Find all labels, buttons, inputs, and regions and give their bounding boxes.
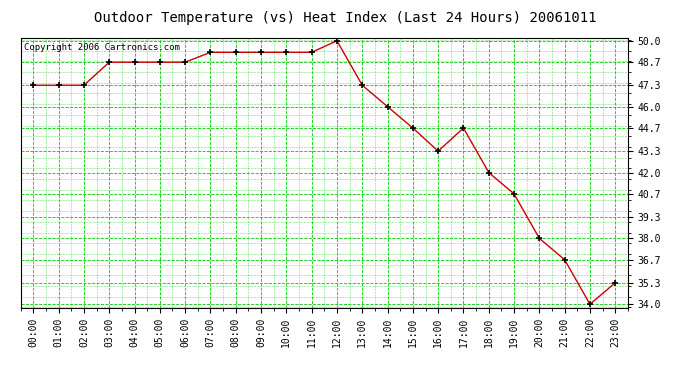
Text: Copyright 2006 Cartronics.com: Copyright 2006 Cartronics.com: [23, 43, 179, 52]
Text: Outdoor Temperature (vs) Heat Index (Last 24 Hours) 20061011: Outdoor Temperature (vs) Heat Index (Las…: [94, 11, 596, 25]
